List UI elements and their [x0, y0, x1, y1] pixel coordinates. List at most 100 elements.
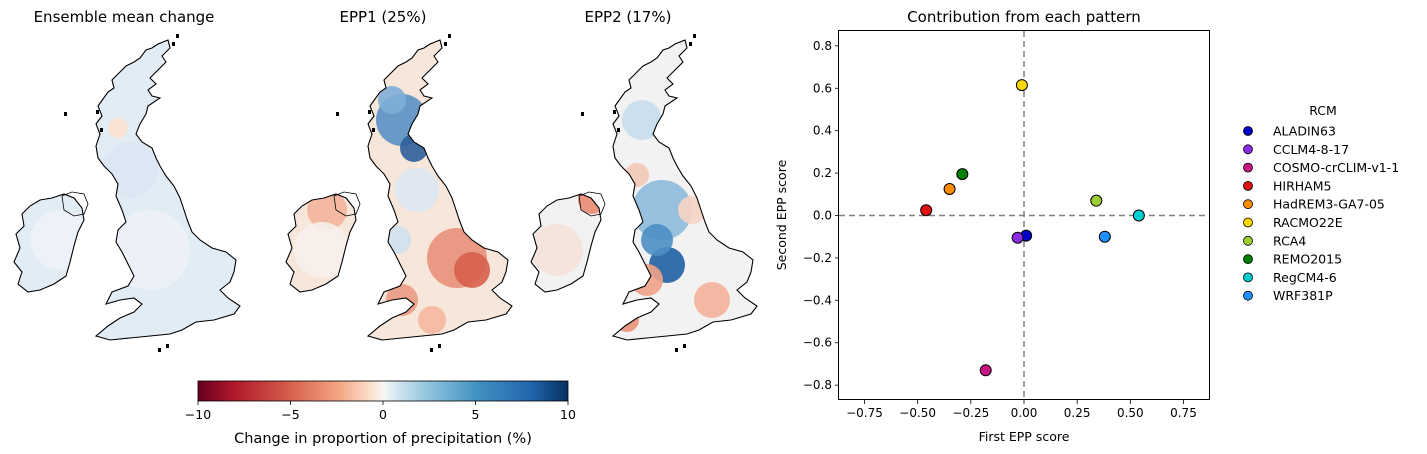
uk-map [285, 34, 513, 352]
map-panel-epp2: EPP2 (17%) [530, 8, 758, 352]
precip-field [531, 40, 757, 340]
legend-label: RegCM4-6 [1273, 270, 1337, 285]
island [693, 34, 696, 38]
precip-field [14, 40, 240, 340]
legend-marker [1243, 217, 1253, 228]
precip-anomaly-patch [102, 142, 158, 198]
legend-marker [1243, 144, 1253, 155]
legend-marker [1243, 254, 1253, 265]
x-tick-label: −0.25 [952, 406, 989, 420]
legend-items: ALADIN63 CCLM4-8-17 COSMO-crCLIM-v1-1 HIRHA… [1243, 124, 1399, 303]
great-britain-coastline [94, 39, 241, 341]
island [675, 348, 678, 352]
y-tick-label: 0.8 [813, 39, 832, 53]
island [372, 128, 375, 132]
island [444, 42, 447, 46]
x-tick-label: 0.75 [1170, 406, 1197, 420]
colorbar-tick-label: −5 [281, 407, 299, 422]
great-britain-coastline [611, 39, 758, 341]
legend-marker [1243, 235, 1253, 246]
island [176, 34, 179, 38]
precip-anomaly-patch [383, 226, 411, 254]
y-axis-label: Second EPP score [774, 159, 789, 270]
ireland-coastline [285, 193, 357, 293]
precip-anomaly-patch [622, 100, 662, 140]
island [581, 112, 584, 116]
x-tick-label: −0.75 [846, 406, 883, 420]
map-title: EPP1 (25%) [340, 8, 427, 26]
legend-marker [1243, 199, 1253, 210]
map-panel-epp1: EPP1 (25%) [285, 8, 513, 352]
scatter-point-cclm4-8-17 [1011, 231, 1024, 244]
scatter-point-wrf381p [1098, 230, 1111, 243]
border-line [61, 191, 89, 217]
legend-label: WRF381P [1273, 288, 1333, 303]
legend-label: HadREM3-GA7-05 [1273, 197, 1385, 212]
scatter-points [920, 79, 1145, 377]
x-tick-label: 0.50 [1117, 406, 1144, 420]
legend-label: RCA4 [1273, 233, 1306, 248]
precip-anomaly-patch [307, 190, 347, 230]
island [368, 110, 371, 114]
y-tick-label: −0.2 [803, 251, 832, 265]
map-title: EPP2 (17%) [585, 8, 672, 26]
border-line [578, 191, 606, 217]
island [172, 42, 175, 46]
scatter-point-cosmo-crclim-v1-1 [979, 364, 992, 377]
legend-label: REMO2015 [1273, 252, 1342, 267]
colorbar: −10 −5 0 5 10 Change in proportion of precip… [185, 380, 576, 447]
island [683, 344, 686, 348]
legend-label: COSMO-crCLIM-v1-1 [1273, 160, 1399, 175]
precip-anomaly-patch [454, 252, 490, 288]
legend-label: ALADIN63 [1273, 124, 1336, 139]
island [158, 348, 161, 352]
island [64, 112, 67, 116]
precip-anomaly-patch [632, 180, 692, 240]
ireland-coastline [13, 193, 85, 293]
precip-anomaly-patch [625, 163, 649, 187]
legend-marker [1243, 162, 1253, 173]
colorbar-tick-label: 5 [472, 407, 480, 422]
border-line [333, 191, 361, 217]
scatter-chart: Contribution from each pattern −0.75 −0.5… [774, 8, 1210, 444]
precip-anomaly-patch [678, 196, 706, 224]
chart-title: Contribution from each pattern [907, 8, 1141, 26]
precip-anomaly-patch [110, 210, 190, 290]
precip-anomaly-patch [531, 224, 583, 276]
precip-anomaly-patch [30, 210, 90, 270]
colorbar-tick-label: −10 [185, 407, 211, 422]
colorbar-ramp [197, 380, 569, 402]
precip-anomaly-patch [694, 282, 730, 318]
y-tick-label: −0.6 [803, 336, 832, 350]
scatter-point-remo2015 [956, 168, 969, 181]
island [100, 128, 103, 132]
precip-field [286, 40, 512, 340]
x-tick-label: −0.50 [899, 406, 936, 420]
y-tick-label: −0.8 [803, 378, 832, 392]
island [430, 348, 433, 352]
colorbar-ticks: −10 −5 0 5 10 [185, 401, 576, 422]
scatter-point-rca4 [1090, 194, 1103, 207]
x-tick-label: 0.25 [1064, 406, 1091, 420]
precip-anomaly-patch [418, 306, 446, 334]
uk-map [530, 34, 758, 352]
legend-marker [1243, 290, 1253, 301]
uk-map [13, 34, 241, 352]
x-tick-label: 0.00 [1011, 406, 1038, 420]
precip-anomaly-patch [294, 222, 350, 278]
island [336, 112, 339, 116]
x-axis-label: First EPP score [979, 429, 1070, 444]
island [448, 34, 451, 38]
y-axis-ticks: −0.8 −0.6 −0.4 −0.2 0.0 0.2 0.4 0.6 0.8 [803, 39, 839, 392]
precip-anomaly-patch [615, 308, 639, 332]
precip-anomaly-patch [108, 118, 128, 138]
legend-marker [1243, 180, 1253, 191]
map-title: Ensemble mean change [34, 8, 215, 26]
colorbar-tick-label: 10 [560, 407, 576, 422]
legend-label: HIRHAM5 [1273, 178, 1331, 193]
precip-anomaly-patch [641, 224, 673, 256]
island [613, 110, 616, 114]
y-tick-label: 0.2 [813, 166, 832, 180]
y-tick-label: 0.6 [813, 81, 832, 95]
